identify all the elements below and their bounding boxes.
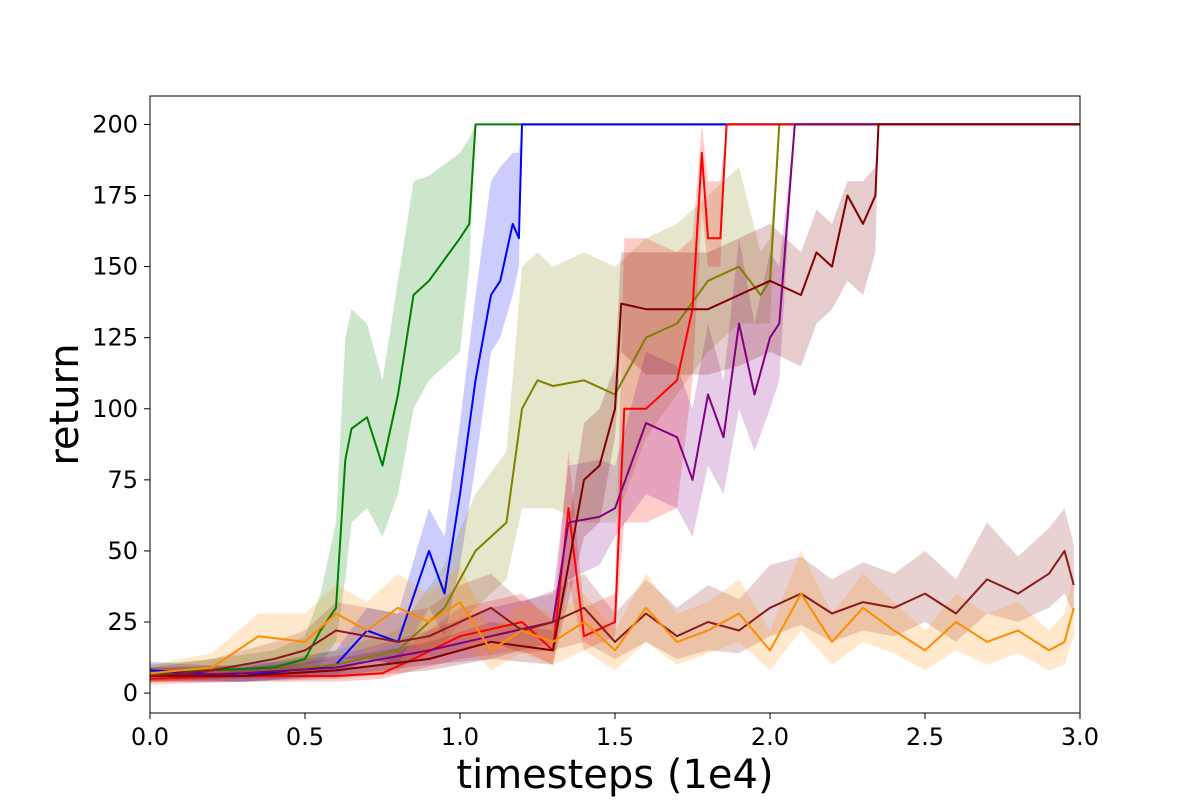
x-tick-label: 0.5 [286, 723, 324, 751]
x-axis: 0.0 0.5 1.0 1.5 2.0 2.5 3.0 [131, 713, 1099, 751]
x-tick-label: 0.0 [131, 723, 169, 751]
x-tick-label: 1.0 [441, 723, 479, 751]
series-2-line [149, 123, 1080, 677]
y-tick-label: 100 [92, 395, 138, 423]
y-tick-label: 50 [107, 537, 138, 565]
y-tick-label: 25 [107, 608, 138, 636]
series-5-line [150, 123, 1080, 677]
y-tick-label: 0 [123, 679, 138, 707]
series-1-line [149, 123, 1080, 677]
y-tick-label: 200 [92, 110, 138, 138]
y-tick-label: 150 [92, 253, 138, 281]
x-tick-label: 1.5 [596, 723, 634, 751]
y-tick-label: 125 [92, 324, 138, 352]
x-axis-label: timesteps (1e4) [456, 752, 773, 798]
series-3-line [149, 123, 1080, 680]
y-tick-label: 75 [107, 466, 138, 494]
x-tick-label: 2.0 [751, 723, 789, 751]
series-0-line [149, 123, 1080, 675]
y-tick-label: 175 [92, 182, 138, 210]
series-4-line [149, 123, 1080, 677]
series-7-band [150, 550, 1074, 682]
y-axis: 0 25 50 75 100 125 150 175 200 [92, 110, 150, 707]
y-axis-label: return [42, 343, 88, 465]
x-tick-label: 3.0 [1061, 723, 1099, 751]
x-tick-label: 2.5 [906, 723, 944, 751]
series-lines [149, 123, 1080, 680]
series-7-line [149, 592, 1075, 675]
